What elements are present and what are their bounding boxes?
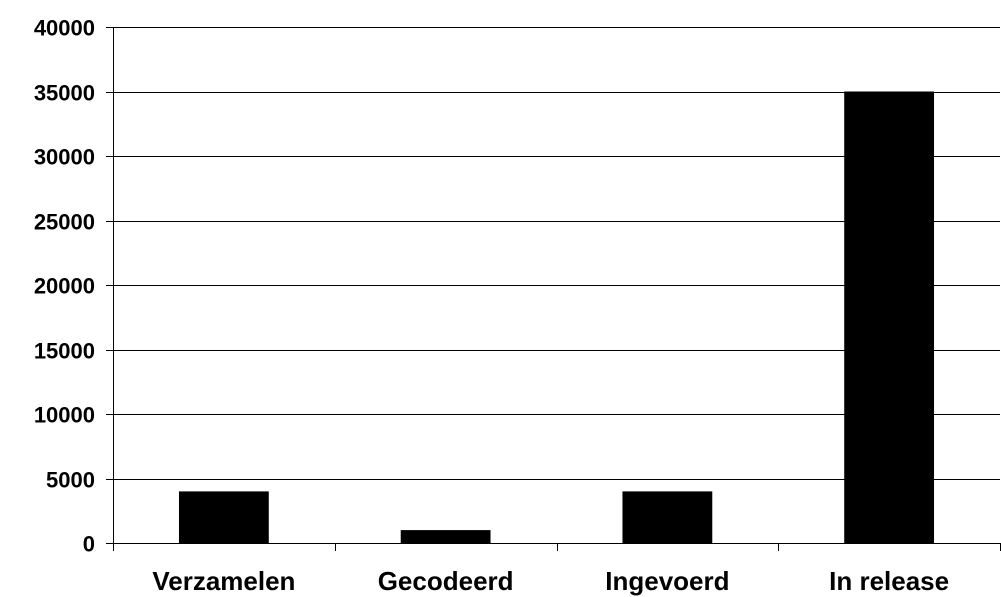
y-tick-label: 30000 (34, 145, 95, 170)
bar-verzamelen (178, 491, 269, 543)
y-tick-label: 0 (83, 532, 95, 557)
y-tick-label: 20000 (34, 274, 95, 299)
x-category-label: Verzamelen (152, 566, 295, 596)
y-tick-label: 5000 (46, 468, 95, 493)
y-tick-label: 15000 (34, 339, 95, 364)
x-category-label: Ingevoerd (605, 566, 729, 596)
x-category-label: In release (829, 566, 949, 596)
y-tick-label: 40000 (34, 16, 95, 41)
bar-ingevoerd (622, 491, 713, 543)
x-category-label: Gecodeerd (378, 566, 514, 596)
bar-gecodeerd (400, 530, 491, 543)
bar-in-release (844, 91, 935, 543)
y-tick-label: 35000 (34, 81, 95, 106)
y-tick-label: 25000 (34, 210, 95, 235)
y-tick-label: 10000 (34, 403, 95, 428)
